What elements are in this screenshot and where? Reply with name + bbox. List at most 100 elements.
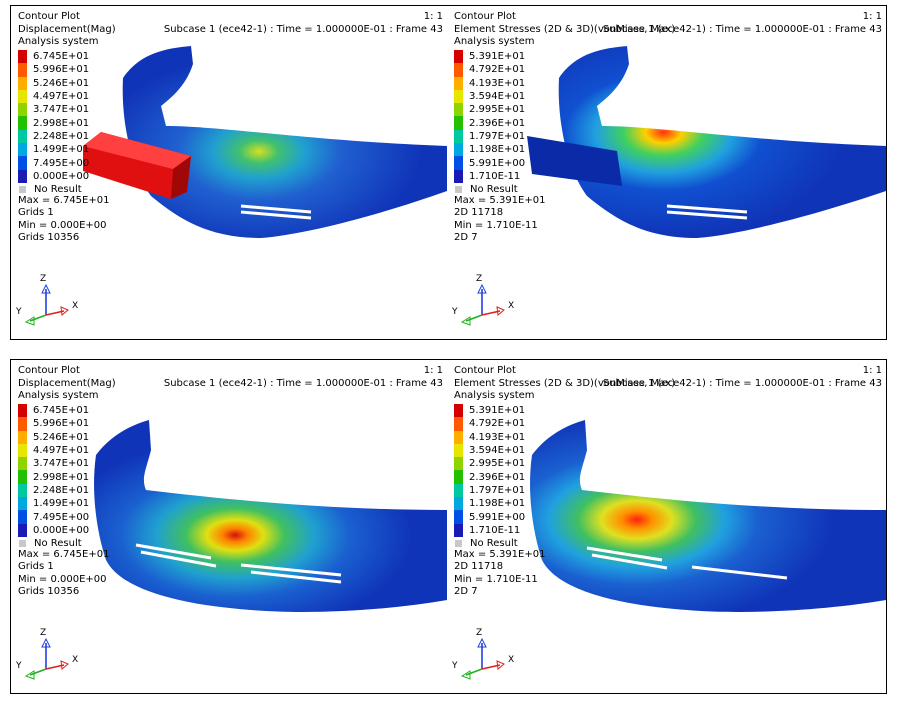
legend-swatch bbox=[18, 89, 27, 104]
triad-arrows-icon bbox=[24, 637, 69, 680]
axis-triad: Z X Y bbox=[16, 628, 86, 685]
axis-x-label: X bbox=[72, 655, 79, 665]
legend-swatch bbox=[454, 169, 463, 183]
no-result-label: No Result bbox=[470, 538, 518, 550]
legend-swatch bbox=[18, 470, 27, 484]
legend-swatch bbox=[18, 50, 27, 64]
subcase-label: Subcase 1 (ece42-1) : Time = 1.000000E-0… bbox=[602, 377, 882, 389]
legend-swatch bbox=[18, 417, 27, 431]
axis-y-label: Y bbox=[16, 307, 22, 317]
legend-entry: 2.396E+01 bbox=[454, 470, 526, 484]
legend-swatch bbox=[18, 169, 27, 183]
legend-swatch bbox=[18, 143, 27, 157]
legend-value: 1.198E+01 bbox=[469, 144, 526, 156]
axis-z-label: Z bbox=[40, 274, 47, 284]
axis-x-label: X bbox=[508, 655, 515, 665]
legend-entry: 3.594E+01 bbox=[454, 89, 526, 104]
legend-entry: 4.497E+01 bbox=[18, 89, 89, 104]
header-system: Analysis system bbox=[454, 390, 535, 402]
legend-value: 2.998E+01 bbox=[33, 117, 90, 129]
legend-entry: 5.996E+01 bbox=[18, 63, 90, 77]
legend-value: 0.000E+00 bbox=[33, 524, 90, 536]
legend-swatch bbox=[454, 89, 463, 104]
max-min-stats: Max = 5.391E+01 2D 11718 Min = 1.710E-11 2D… bbox=[454, 549, 545, 599]
fe-model-contour[interactable] bbox=[447, 360, 886, 693]
plot-header: Contour Plot Displacement(Mag) Analysis sy… bbox=[18, 11, 116, 49]
fe-model-contour[interactable] bbox=[11, 6, 447, 339]
legend-swatch bbox=[18, 430, 27, 444]
legend-entry: 4.792E+01 bbox=[454, 417, 525, 431]
legend-swatch bbox=[18, 76, 27, 90]
legend-no-result: No Result bbox=[18, 183, 89, 196]
legend-swatch bbox=[18, 457, 27, 471]
axis-y-label: Y bbox=[452, 307, 458, 317]
no-result-label: No Result bbox=[470, 184, 518, 196]
legend-entry: 5.246E+01 bbox=[18, 76, 89, 90]
fe-model-contour[interactable] bbox=[447, 6, 886, 339]
legend-entry: 1.710E-11 bbox=[454, 523, 525, 537]
legend-swatch bbox=[454, 404, 463, 418]
legend-swatch bbox=[18, 156, 27, 170]
header-system: Analysis system bbox=[18, 390, 99, 402]
axis-x-label: X bbox=[508, 301, 515, 311]
scale-label: 1: 1 bbox=[862, 365, 882, 376]
legend-value: 2.995E+01 bbox=[469, 458, 526, 470]
legend-value: 6.745E+01 bbox=[33, 51, 90, 63]
contour-legend[interactable]: 6.745E+01 5.996E+01 5.246E+01 4.497E+01 3.74… bbox=[18, 404, 89, 550]
legend-swatch bbox=[454, 129, 463, 144]
legend-no-result: No Result bbox=[18, 537, 89, 550]
axis-z-label: Z bbox=[40, 628, 47, 638]
legend-value: 2.248E+01 bbox=[33, 484, 90, 496]
axis-triad: Z X Y bbox=[452, 628, 522, 685]
max-min-stats: Max = 6.745E+01 Grids 1 Min = 0.000E+00 Gri… bbox=[18, 549, 109, 599]
legend-swatch bbox=[18, 116, 27, 130]
legend-value: 1.198E+01 bbox=[469, 498, 526, 510]
axis-triad: Z X Y bbox=[16, 274, 86, 331]
no-result-swatch bbox=[19, 540, 26, 548]
legend-entry: 5.391E+01 bbox=[454, 404, 525, 418]
subcase-label: Subcase 1 (ece42-1) : Time = 1.000000E-0… bbox=[602, 23, 882, 35]
legend-entry: 2.248E+01 bbox=[18, 129, 89, 144]
legend-entry: 2.998E+01 bbox=[18, 470, 90, 484]
legend-value: 2.396E+01 bbox=[469, 117, 526, 129]
panel-displacement-top[interactable]: Contour Plot Displacement(Mag) Analysis sy… bbox=[11, 6, 447, 339]
legend-entry: 4.193E+01 bbox=[454, 430, 525, 444]
scale-label: 1: 1 bbox=[423, 11, 443, 22]
legend-swatch bbox=[18, 404, 27, 418]
contour-legend[interactable]: 5.391E+01 4.792E+01 4.193E+01 3.594E+01 2.99… bbox=[454, 404, 525, 550]
panel-stress-top[interactable]: Contour Plot Element Stresses (2D & 3D)(v… bbox=[447, 6, 886, 339]
legend-entry: 7.495E+00 bbox=[18, 156, 90, 170]
scale-label: 1: 1 bbox=[423, 365, 443, 376]
legend-value: 7.495E+00 bbox=[33, 511, 90, 523]
legend-entry: 2.248E+01 bbox=[18, 483, 90, 498]
legend-swatch bbox=[454, 457, 463, 471]
legend-swatch bbox=[454, 63, 463, 77]
fe-model-contour[interactable] bbox=[11, 360, 447, 693]
legend-swatch bbox=[454, 103, 463, 117]
stat-line: Min = 0.000E+00 bbox=[18, 219, 107, 231]
stat-line: Grids 10356 bbox=[18, 232, 80, 244]
legend-value: 5.996E+01 bbox=[33, 64, 90, 76]
legend-swatch bbox=[454, 50, 463, 64]
legend-value: 7.495E+00 bbox=[33, 157, 90, 169]
stat-line: 2D 7 bbox=[454, 232, 478, 244]
legend-value: 2.396E+01 bbox=[469, 471, 526, 483]
axis-z-label: Z bbox=[476, 274, 483, 284]
legend-value: 3.747E+01 bbox=[33, 104, 90, 116]
legend-value: 2.998E+01 bbox=[33, 471, 90, 483]
no-result-swatch bbox=[19, 186, 26, 194]
contour-legend[interactable]: 5.391E+01 4.792E+01 4.193E+01 3.594E+01 2.99… bbox=[454, 50, 525, 196]
legend-entry: 5.996E+01 bbox=[18, 417, 90, 431]
legend-value: 1.797E+01 bbox=[469, 130, 526, 142]
triad-arrows-icon bbox=[460, 637, 505, 680]
legend-entry: 5.246E+01 bbox=[18, 430, 89, 444]
contour-legend[interactable]: 6.745E+01 5.996E+01 5.246E+01 4.497E+01 3.74… bbox=[18, 50, 89, 196]
legend-entry: 2.995E+01 bbox=[454, 457, 526, 471]
legend-entry: 4.497E+01 bbox=[18, 443, 89, 458]
max-min-stats: Max = 5.391E+01 2D 11718 Min = 1.710E-11 2D… bbox=[454, 195, 545, 245]
legend-entry: 6.745E+01 bbox=[18, 50, 90, 64]
legend-value: 3.594E+01 bbox=[469, 91, 526, 103]
panel-stress-bottom[interactable]: Contour Plot Element Stresses (2D & 3D)(v… bbox=[447, 360, 886, 693]
legend-value: 5.996E+01 bbox=[33, 418, 90, 430]
panel-displacement-bottom[interactable]: Contour Plot Displacement(Mag) Analysis sy… bbox=[11, 360, 447, 693]
